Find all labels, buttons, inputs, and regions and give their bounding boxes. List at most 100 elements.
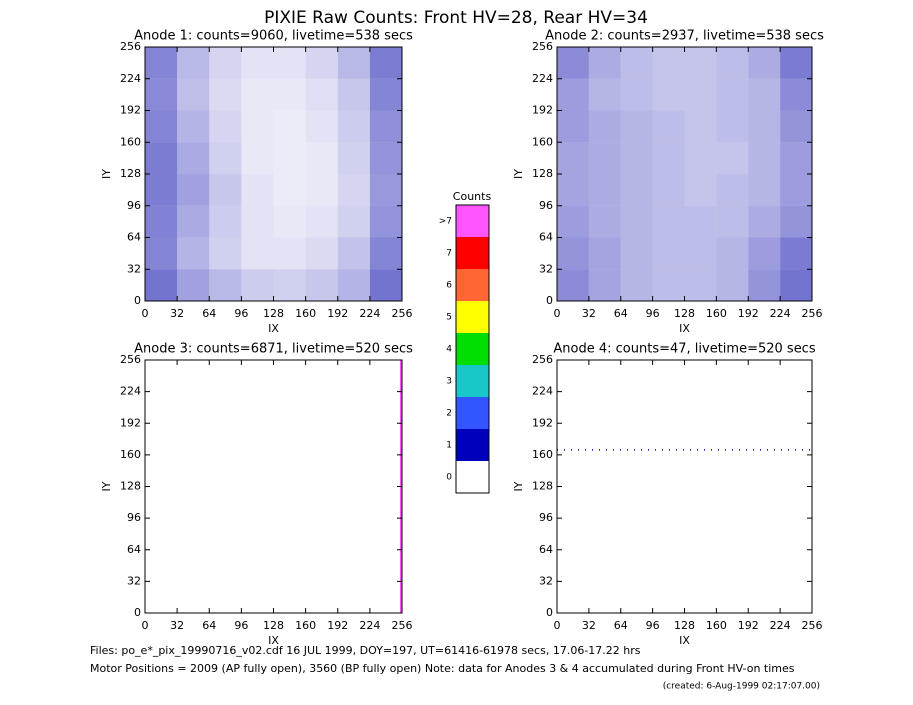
density-cell: [557, 110, 589, 143]
x-tick-label: 96: [646, 619, 660, 632]
density-cell: [557, 237, 589, 270]
panel-title: Anode 2: counts=2937, livetime=538 secs: [545, 29, 824, 44]
panel-title: Anode 1: counts=9060, livetime=538 secs: [134, 29, 413, 44]
density-cell: [273, 142, 306, 174]
y-axis-label: IY: [512, 169, 525, 179]
x-tick-label: 32: [582, 619, 596, 632]
colorbar-cell: [456, 397, 489, 429]
density-cell: [177, 47, 210, 79]
density-cell: [557, 142, 589, 174]
y-tick-label: 0: [134, 294, 141, 307]
density-cell: [241, 78, 274, 111]
density-cell: [748, 47, 781, 79]
y-tick-label: 0: [134, 606, 141, 619]
y-tick-label: 160: [532, 135, 553, 148]
density-cell: [716, 269, 749, 301]
density-cell: [209, 237, 242, 270]
panel-title: Anode 3: counts=6871, livetime=520 secs: [134, 342, 413, 357]
x-tick-label: 32: [582, 307, 596, 320]
density-cell: [145, 205, 178, 238]
x-tick-label: 160: [706, 307, 727, 320]
x-axis-label: IX: [679, 634, 690, 647]
x-tick-label: 128: [263, 307, 284, 320]
density-cell: [620, 269, 653, 301]
density-cell: [305, 78, 338, 111]
colorbar-title: Counts: [453, 190, 492, 203]
density-cell: [305, 47, 338, 79]
density-cell: [652, 110, 685, 143]
x-tick-label: 64: [202, 619, 216, 632]
colorbar-label: 0: [446, 473, 452, 483]
y-tick-label: 160: [532, 448, 553, 461]
y-tick-label: 32: [127, 574, 141, 587]
colorbar-label: 3: [446, 377, 452, 387]
y-axis-label: IY: [100, 481, 113, 491]
density-cell: [241, 142, 274, 174]
y-tick-label: 224: [532, 385, 553, 398]
y-tick-label: 64: [127, 543, 141, 556]
density-cell: [241, 205, 274, 238]
density-cell: [684, 47, 717, 79]
density-cell: [716, 205, 749, 238]
x-tick-label: 96: [234, 307, 248, 320]
density-cell: [177, 142, 210, 174]
density-cell: [305, 205, 338, 238]
density-cell: [620, 78, 653, 111]
density-cell: [209, 47, 242, 79]
density-cell: [273, 47, 306, 79]
density-cell: [780, 237, 812, 270]
x-axis-label: IX: [268, 634, 279, 647]
x-tick-label: 96: [646, 307, 660, 320]
plot-frame: [144, 359, 403, 614]
density-cell: [620, 174, 653, 206]
x-tick-label: 160: [295, 307, 316, 320]
density-cell: [337, 205, 370, 238]
density-cell: [652, 269, 685, 301]
density-cell: [716, 47, 749, 79]
density-cell: [145, 142, 178, 174]
y-tick-label: 128: [120, 480, 141, 493]
y-tick-label: 256: [120, 40, 141, 53]
density-cell: [557, 205, 589, 238]
x-tick-label: 64: [614, 619, 628, 632]
density-cell: [337, 78, 370, 111]
density-cell: [145, 174, 178, 206]
y-tick-label: 160: [120, 135, 141, 148]
density-cell: [337, 269, 370, 301]
density-cell: [780, 205, 812, 238]
density-cell: [273, 269, 306, 301]
density-cell: [716, 142, 749, 174]
x-tick-label: 160: [295, 619, 316, 632]
density-cell: [177, 237, 210, 270]
x-tick-label: 256: [802, 619, 823, 632]
y-tick-label: 128: [120, 167, 141, 180]
y-tick-label: 224: [120, 72, 141, 85]
y-tick-label: 192: [532, 104, 553, 117]
density-cell: [177, 205, 210, 238]
density-cell: [177, 110, 210, 143]
y-tick-label: 256: [532, 353, 553, 366]
x-tick-label: 224: [770, 307, 791, 320]
x-tick-label: 256: [392, 307, 413, 320]
density-cell: [684, 142, 717, 174]
x-tick-label: 0: [142, 307, 149, 320]
density-cell: [209, 110, 242, 143]
density-cell: [369, 78, 402, 111]
density-cell: [748, 110, 781, 143]
x-tick-label: 192: [327, 307, 348, 320]
density-cell: [780, 269, 812, 301]
x-tick-label: 128: [674, 307, 695, 320]
y-tick-label: 64: [539, 231, 553, 244]
y-axis-label: IY: [100, 169, 113, 179]
y-tick-label: 0: [546, 606, 553, 619]
density-cell: [748, 269, 781, 301]
y-axis-label: IY: [512, 481, 525, 491]
density-cell: [588, 174, 621, 206]
density-cell: [209, 78, 242, 111]
density-cell: [780, 78, 812, 111]
y-tick-label: 32: [127, 262, 141, 275]
density-cell: [305, 110, 338, 143]
density-cell: [716, 110, 749, 143]
density-cell: [716, 237, 749, 270]
x-tick-label: 32: [170, 307, 184, 320]
